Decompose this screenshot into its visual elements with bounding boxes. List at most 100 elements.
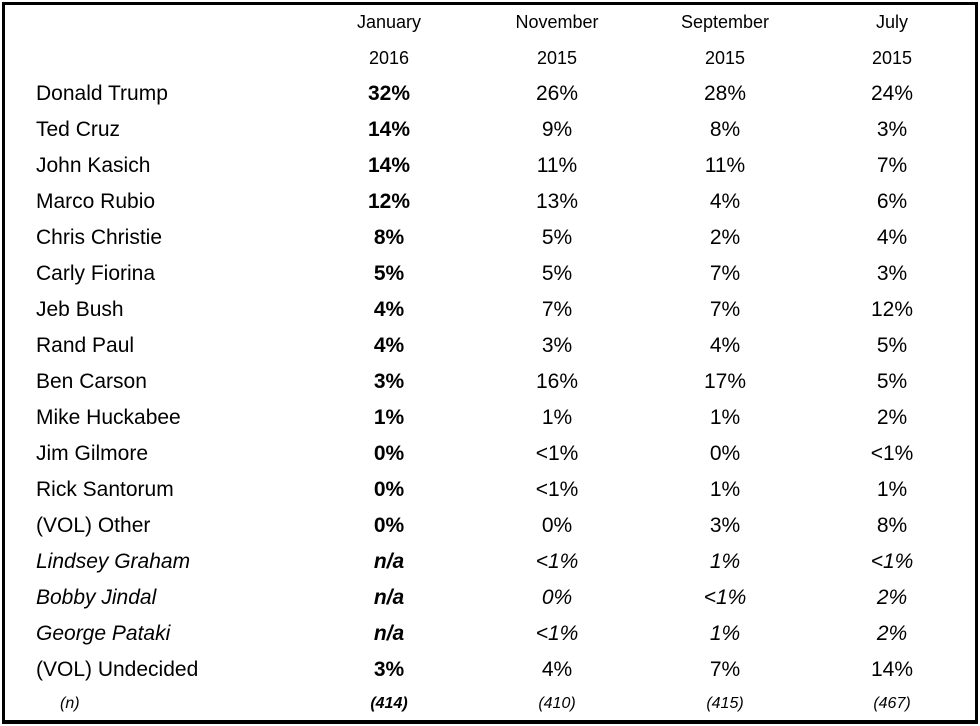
- poll-value: 4%: [373, 298, 405, 321]
- poll-value: <1%: [870, 442, 914, 465]
- poll-value: <1%: [703, 586, 747, 609]
- poll-value: 0%: [541, 514, 573, 537]
- candidate-name: Jeb Bush: [36, 298, 124, 321]
- poll-value: 7%: [709, 298, 741, 321]
- poll-value: 26%: [535, 82, 579, 105]
- table-row: Ben Carson 3% 16% 17% 5%: [5, 364, 975, 400]
- table-row: (VOL) Other 0% 0% 3% 8%: [5, 508, 975, 544]
- poll-value: 4%: [541, 658, 573, 681]
- poll-value: 3%: [373, 658, 405, 681]
- poll-value: 9%: [541, 118, 573, 141]
- poll-value: 8%: [709, 118, 741, 141]
- poll-value: <1%: [535, 622, 579, 645]
- poll-value: 1%: [709, 406, 741, 429]
- column-header-september: September: [680, 12, 770, 33]
- header-year-row: 2016 2015 2015 2015: [5, 41, 975, 77]
- table-row: Donald Trump 32% 26% 28% 24%: [5, 76, 975, 112]
- table-row: George Pataki n/a <1% 1% 2%: [5, 616, 975, 652]
- candidate-name: Rick Santorum: [36, 478, 174, 501]
- poll-value: 3%: [876, 262, 908, 285]
- candidate-name: Bobby Jindal: [36, 586, 157, 609]
- poll-value: 6%: [876, 190, 908, 213]
- table-row: Mike Huckabee 1% 1% 1% 2%: [5, 400, 975, 436]
- poll-value: 11%: [536, 154, 578, 177]
- poll-value: 3%: [373, 370, 405, 393]
- poll-value: <1%: [535, 478, 579, 501]
- candidate-name: Carly Fiorina: [36, 262, 156, 285]
- poll-value: 5%: [876, 370, 908, 393]
- candidate-name: (VOL) Undecided: [36, 658, 199, 681]
- table-row: Lindsey Graham n/a <1% 1% <1%: [5, 544, 975, 580]
- poll-value: 12%: [367, 190, 411, 213]
- poll-value: 3%: [876, 118, 908, 141]
- poll-value: 4%: [373, 334, 405, 357]
- table-header: January November September July 2016 201…: [5, 5, 975, 76]
- table-row: Bobby Jindal n/a 0% <1% 2%: [5, 580, 975, 616]
- column-header-january: January: [356, 12, 422, 33]
- table-row: Rick Santorum 0% <1% 1% 1%: [5, 472, 975, 508]
- poll-value: 2%: [876, 622, 908, 645]
- poll-value: 16%: [535, 370, 579, 393]
- poll-value: 1%: [709, 478, 741, 501]
- poll-results-table: January November September July 2016 201…: [5, 5, 975, 720]
- table-row: Marco Rubio 12% 13% 4% 6%: [5, 184, 975, 220]
- poll-value: 7%: [709, 658, 741, 681]
- column-year-january: 2016: [368, 47, 410, 68]
- poll-value: 5%: [876, 334, 908, 357]
- poll-value: n/a: [373, 622, 405, 645]
- header-spacer: [5, 41, 305, 77]
- poll-value: 3%: [541, 334, 573, 357]
- poll-value: 32%: [367, 82, 411, 105]
- poll-value: 5%: [541, 262, 573, 285]
- poll-value: (467): [873, 695, 911, 712]
- poll-value: 12%: [870, 298, 914, 321]
- poll-value: 0%: [373, 514, 405, 537]
- table-row: Rand Paul 4% 3% 4% 5%: [5, 328, 975, 364]
- poll-value: 4%: [709, 334, 741, 357]
- poll-value: n/a: [373, 550, 405, 573]
- sample-size-label: (n): [60, 695, 80, 712]
- column-header-july: July: [875, 12, 908, 33]
- poll-value: 2%: [709, 226, 741, 249]
- poll-value: 1%: [373, 406, 405, 429]
- poll-value: 4%: [709, 190, 741, 213]
- poll-value: 5%: [541, 226, 573, 249]
- poll-value: <1%: [870, 550, 914, 573]
- poll-value: 0%: [709, 442, 741, 465]
- table-row: Carly Fiorina 5% 5% 7% 3%: [5, 256, 975, 292]
- poll-value: 7%: [541, 298, 573, 321]
- candidate-name: Jim Gilmore: [36, 442, 149, 465]
- candidate-name: Marco Rubio: [36, 190, 156, 213]
- poll-value: <1%: [535, 550, 579, 573]
- poll-value: 28%: [703, 82, 747, 105]
- candidate-name: Mike Huckabee: [36, 406, 181, 429]
- table-row: John Kasich 14% 11% 11% 7%: [5, 148, 975, 184]
- poll-value: 8%: [373, 226, 405, 249]
- poll-value: 14%: [367, 154, 411, 177]
- candidate-name: George Pataki: [36, 622, 171, 645]
- table-body: Donald Trump 32% 26% 28% 24% Ted Cruz 14% 9% 8% 3…: [5, 76, 975, 720]
- poll-value: 17%: [703, 370, 747, 393]
- poll-value: 0%: [373, 478, 405, 501]
- poll-value: 13%: [535, 190, 579, 213]
- poll-value: 1%: [876, 478, 908, 501]
- poll-value: 0%: [373, 442, 405, 465]
- poll-value: 7%: [876, 154, 908, 177]
- column-year-september: 2015: [704, 47, 746, 68]
- table-row: (VOL) Undecided 3% 4% 7% 14%: [5, 652, 975, 688]
- poll-value: 1%: [709, 550, 741, 573]
- poll-value: 14%: [367, 118, 411, 141]
- candidate-name: Ben Carson: [36, 370, 147, 393]
- poll-value: n/a: [373, 586, 405, 609]
- candidate-name: Chris Christie: [36, 226, 163, 249]
- column-header-november: November: [515, 12, 599, 33]
- column-year-july: 2015: [871, 47, 913, 68]
- poll-value: (410): [538, 695, 576, 712]
- poll-value: 3%: [709, 514, 741, 537]
- table-row: Chris Christie 8% 5% 2% 4%: [5, 220, 975, 256]
- poll-value: 2%: [876, 586, 908, 609]
- header-month-row: January November September July: [5, 5, 975, 41]
- header-spacer: [5, 5, 305, 41]
- candidate-name: Donald Trump: [36, 82, 168, 105]
